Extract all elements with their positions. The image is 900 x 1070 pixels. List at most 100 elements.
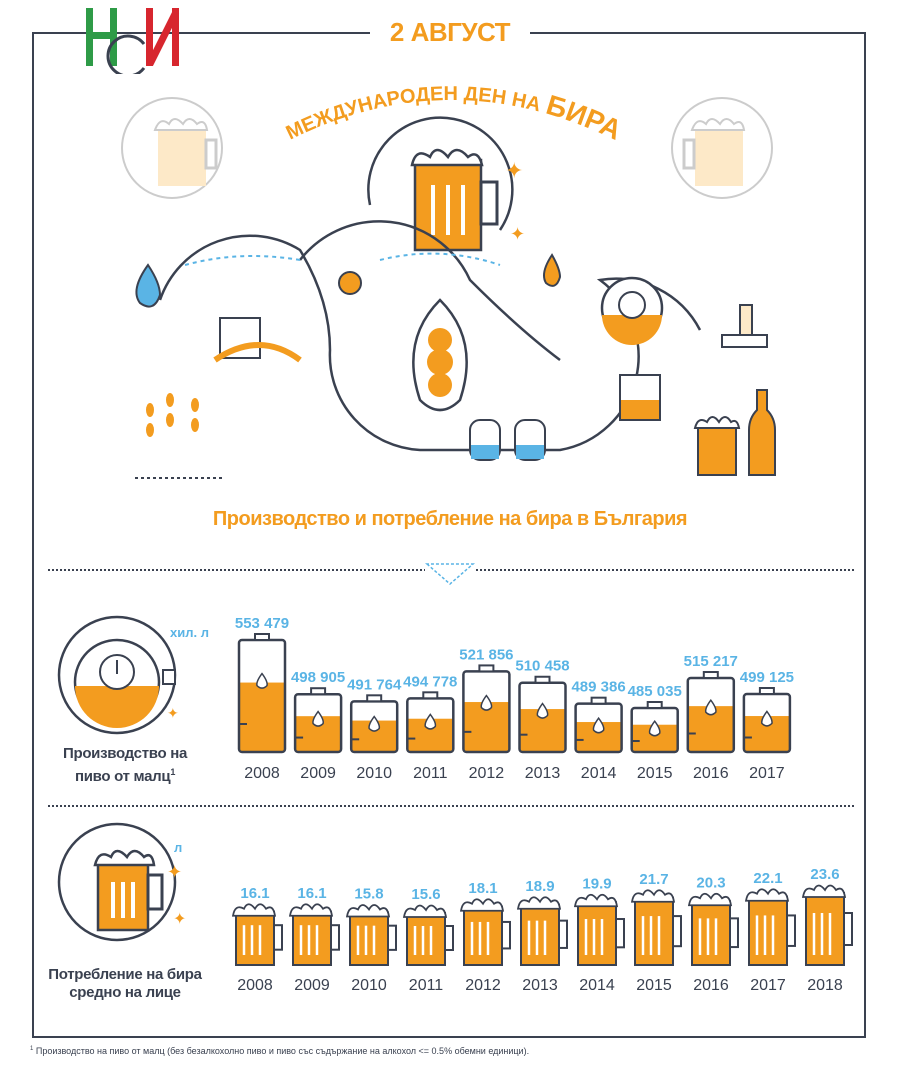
mug-bar: [687, 892, 739, 966]
mug-bar: [288, 903, 340, 966]
foam: [573, 893, 619, 908]
keg-cap: [254, 633, 270, 641]
foam: [231, 903, 277, 917]
foam: [744, 888, 790, 902]
drop-icon: [704, 698, 717, 716]
mug-handle: [786, 914, 796, 947]
svg-text:✦: ✦: [173, 911, 186, 928]
value-label: 485 035: [628, 683, 682, 700]
year-label: 2008: [237, 977, 273, 994]
keg-fill: [239, 682, 285, 752]
value-label: 16.1: [240, 885, 269, 902]
mug-handle: [672, 915, 682, 948]
keg-cap: [646, 701, 663, 709]
value-label: 23.6: [810, 866, 839, 883]
keg-cap: [702, 671, 719, 680]
mug-handle: [843, 912, 853, 946]
value-label: 510 458: [515, 658, 569, 675]
keg-cap: [590, 696, 607, 705]
drop-icon: [480, 694, 493, 711]
year-label: 2016: [693, 977, 729, 994]
mug-body: [406, 912, 446, 966]
caption-line-2: средно на лице: [69, 984, 181, 1001]
mug-body: [634, 896, 674, 966]
svg-text:✦: ✦: [167, 705, 179, 721]
consumption-unit: л: [174, 840, 183, 855]
year-label: 2013: [522, 977, 558, 994]
value-label: 16.1: [297, 885, 326, 902]
wheat-icon: [146, 393, 199, 437]
mug-bar: [744, 888, 796, 966]
mug-bar: [573, 893, 625, 966]
year-label: 2013: [525, 765, 561, 782]
keg-cap: [758, 687, 775, 696]
value-label: 489 386: [571, 679, 625, 696]
left-mug-icon: [121, 97, 223, 199]
value-label: 15.6: [411, 886, 440, 903]
mug-bar: [231, 903, 283, 966]
keg-cap: [422, 691, 439, 700]
mug-handle: [330, 924, 340, 951]
year-label: 2017: [749, 765, 785, 782]
year-label: 2012: [465, 977, 501, 994]
mug-handle: [729, 917, 739, 949]
keg-bar: [686, 671, 736, 754]
year-label: 2011: [409, 977, 444, 994]
mug-handle: [273, 924, 283, 951]
keg-bar: [462, 664, 511, 754]
value-label: 491 764: [347, 676, 402, 693]
mug-body: [748, 895, 788, 966]
mug-body: [520, 903, 560, 966]
value-label: 499 125: [740, 669, 794, 686]
drop-icon: [312, 710, 324, 727]
mug-handle: [444, 925, 454, 951]
footnote-mark: 1: [170, 767, 176, 777]
mug-bar: [801, 884, 853, 966]
value-label: 515 217: [684, 653, 738, 670]
mug-handle: [387, 924, 397, 951]
keg-bar: [237, 633, 287, 754]
keg-bar: [574, 696, 623, 754]
production-caption: Производство на пиво от малц1: [40, 745, 210, 786]
mug-body: [805, 892, 845, 966]
mug-body: [463, 905, 503, 966]
value-label: 22.1: [753, 870, 782, 887]
consumption-caption: Потребление на бира средно на лице: [40, 966, 210, 1002]
year-label: 2018: [807, 977, 843, 994]
mug-bar: [345, 904, 397, 966]
foam: [345, 904, 391, 918]
footnote-text: Производство на пиво от малц (без безалк…: [35, 1046, 530, 1056]
year-label: 2016: [693, 765, 729, 782]
divider: [48, 805, 854, 807]
svg-text:✦: ✦: [510, 224, 525, 244]
drop-icon: [368, 715, 381, 732]
keg-gauge-icon: ✦: [57, 615, 179, 735]
year-label: 2009: [300, 765, 336, 782]
keg-cap: [478, 664, 495, 673]
value-label: 498 905: [291, 669, 345, 686]
value-label: 553 479: [235, 615, 289, 632]
drop-icon: [761, 710, 773, 727]
year-label: 2012: [469, 765, 505, 782]
keg-bar: [406, 691, 455, 754]
keg-cap: [310, 687, 327, 696]
caption-line-1: Производство на: [62, 745, 188, 762]
beer-production-illustration: МЕЖДУНАРОДЕН ДЕН НА БИРАТА ✦ ✦: [0, 0, 776, 479]
foam: [801, 884, 847, 898]
nsi-logo: [86, 8, 180, 74]
value-label: 18.9: [525, 878, 554, 895]
date-title: 2 АВГУСТ: [370, 14, 530, 50]
year-label: 2015: [637, 765, 673, 782]
mug-handle: [501, 920, 511, 950]
keg-bar: [742, 687, 792, 754]
year-label: 2017: [750, 977, 786, 994]
section-subtitle: Производство и потребление на бира в Бъл…: [212, 508, 688, 530]
mug-body: [292, 910, 332, 966]
year-label: 2010: [351, 977, 387, 994]
drop-icon: [256, 672, 268, 689]
svg-text:✦: ✦: [167, 862, 182, 882]
keg-bar: [518, 675, 567, 754]
keg-cap: [366, 694, 383, 703]
drop-icon: [536, 702, 549, 719]
